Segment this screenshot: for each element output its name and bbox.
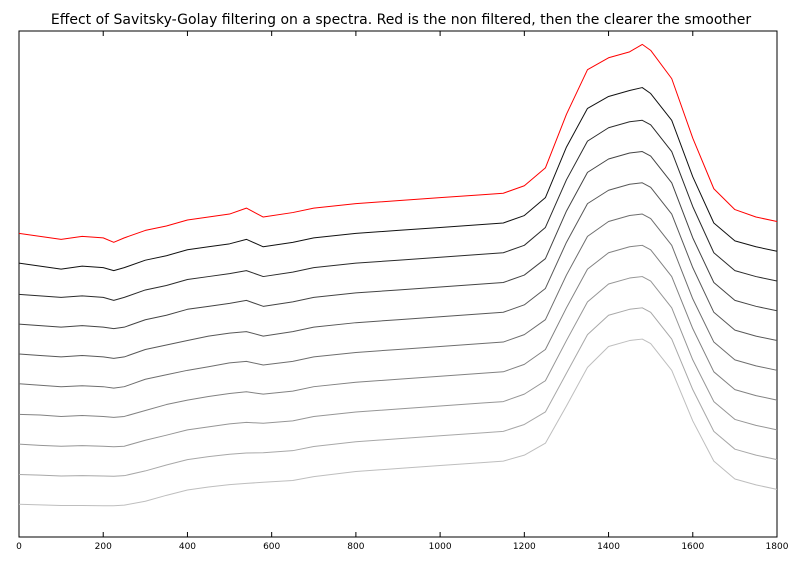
- series-line-1: [18, 87, 778, 272]
- plot-area-frame: [18, 30, 778, 538]
- x-tick-label-7: 1400: [597, 542, 620, 552]
- x-tick-label-9: 1800: [766, 542, 789, 552]
- x-tick-label-4: 800: [347, 542, 364, 552]
- x-tick-label-3: 600: [263, 542, 280, 552]
- series-line-9: [18, 338, 778, 507]
- series-line-2: [18, 119, 778, 301]
- x-axis: 0 200 400 600 800 1000 1200 1400 1600 1800: [16, 31, 789, 552]
- x-tick-label-6: 1200: [513, 542, 536, 552]
- x-tick-label-0: 0: [16, 542, 22, 552]
- series-line-4: [18, 182, 778, 359]
- series-line-0: [18, 43, 778, 243]
- x-tick-label-1: 200: [95, 542, 112, 552]
- x-tick-label-5: 1000: [429, 542, 452, 552]
- series-layer: [18, 43, 778, 507]
- series-line-3: [18, 151, 778, 330]
- series-line-6: [18, 244, 778, 418]
- x-tick-label-8: 1600: [681, 542, 704, 552]
- series-line-5: [18, 213, 778, 389]
- x-tick-label-2: 400: [179, 542, 196, 552]
- chart-title: Effect of Savitsky-Golay filtering on a …: [51, 12, 752, 28]
- series-line-8: [18, 307, 778, 477]
- series-line-7: [18, 276, 778, 448]
